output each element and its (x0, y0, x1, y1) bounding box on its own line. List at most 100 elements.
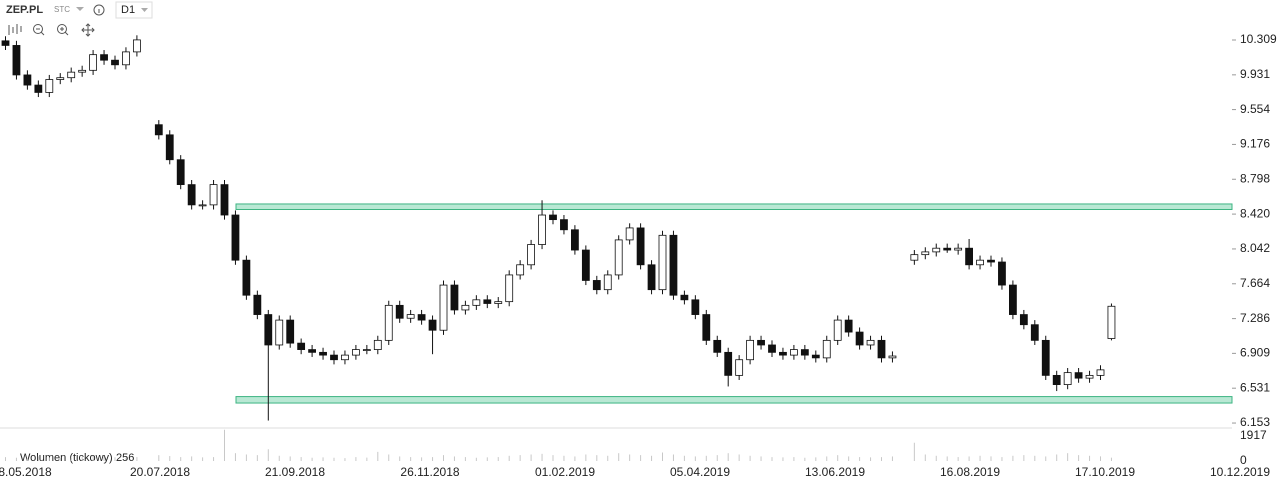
candle-body (67, 71, 76, 79)
candle-body (198, 204, 207, 207)
market: STC (54, 5, 70, 14)
candle-body (888, 355, 897, 359)
zone (235, 203, 1233, 210)
candle-body (921, 251, 930, 256)
candle-body (614, 239, 623, 276)
candle-body (790, 349, 798, 356)
candle-body (1041, 339, 1050, 376)
x-tick-label: 21.09.2018 (265, 465, 325, 479)
zoom-out-icon[interactable] (33, 24, 43, 34)
candle-body (132, 39, 141, 53)
candle-body (636, 227, 645, 266)
toolbar (8, 23, 95, 37)
candle-body (78, 69, 87, 73)
candle-body (494, 301, 503, 304)
candle-body (779, 351, 787, 356)
candle-body (833, 319, 842, 341)
candle-body (954, 247, 963, 251)
candle-body (461, 304, 470, 311)
candle-body (855, 331, 864, 346)
candle-body (231, 214, 240, 261)
x-tick-label: 01.02.2019 (535, 465, 595, 479)
candle-body (472, 299, 481, 306)
candle-body (658, 234, 667, 291)
candle-body (209, 184, 218, 206)
candle-body (275, 319, 284, 346)
candle-body (811, 354, 820, 359)
candle-body (154, 124, 163, 136)
candle-body (581, 249, 590, 281)
candle-body (176, 159, 185, 186)
candle-body (1019, 314, 1028, 326)
candle-body (647, 264, 656, 291)
candle-body (669, 234, 678, 296)
y-tick-label: 6.909 (1240, 346, 1270, 360)
x-tick-label: 16.08.2019 (940, 465, 1000, 479)
candle-body (844, 319, 853, 333)
dropdown-arrow[interactable] (76, 7, 84, 11)
candle-body (1085, 374, 1094, 379)
y-tick-label: 8.042 (1240, 241, 1270, 255)
pan-icon[interactable] (81, 23, 95, 37)
volume-tick-label: 0 (1240, 453, 1247, 467)
candle-body (122, 51, 130, 66)
candle-body (286, 319, 295, 344)
candle-body (450, 284, 459, 311)
candle-body (592, 280, 601, 291)
candle-body (516, 264, 525, 276)
candle-body (822, 339, 831, 359)
candle-body (549, 214, 557, 221)
x-tick-label: 10.12.2019 (1210, 465, 1270, 479)
candle-body (768, 344, 776, 353)
candle-body (910, 254, 919, 261)
zoom-in-icon[interactable] (57, 24, 67, 34)
candle-body (362, 349, 371, 351)
candle-body (12, 45, 21, 76)
candle-body (1009, 284, 1017, 315)
candle-body (406, 314, 415, 319)
interval-select[interactable] (115, 1, 153, 19)
candle-body (23, 74, 32, 86)
info-icon[interactable] (93, 4, 105, 16)
chart-type-icon[interactable] (8, 24, 22, 35)
candle-body (932, 247, 941, 253)
candle-body (724, 351, 733, 376)
candle-body (560, 219, 568, 231)
y-tick-label: 6.153 (1240, 415, 1270, 429)
candle-body (877, 339, 886, 359)
candle-body (428, 319, 437, 331)
candle-body (746, 339, 754, 361)
candle-body (264, 314, 273, 346)
y-tick-label: 6.531 (1240, 380, 1270, 394)
symbol[interactable]: ZEP.PL (6, 4, 43, 16)
candle-body (341, 354, 349, 361)
y-tick-label: 9.931 (1240, 67, 1270, 81)
x-tick-label: 26.11.2018 (400, 465, 459, 479)
candle-body (1063, 372, 1072, 386)
candle-body (998, 261, 1006, 286)
candle-body (187, 184, 196, 206)
candle-body (483, 299, 492, 304)
candle-body (395, 304, 404, 319)
candle-body (220, 184, 229, 216)
candle-body (308, 349, 317, 353)
candle-body (351, 349, 360, 356)
volume-value: 256 (116, 452, 134, 464)
candle-body (1107, 305, 1116, 339)
candle-body (571, 229, 579, 251)
candle-body (330, 354, 338, 361)
candle-body (100, 54, 108, 61)
candle-body (625, 227, 634, 241)
candle-body (800, 349, 809, 356)
candle-body (34, 84, 43, 93)
x-tick-label: 20.07.2018 (130, 465, 190, 479)
candle-body (691, 299, 700, 315)
y-tick-label: 9.554 (1240, 102, 1270, 116)
candle-body (680, 294, 689, 301)
volume-tick-label: 1917 (1240, 428, 1267, 442)
y-tick-label: 7.286 (1240, 311, 1270, 325)
candle-body (253, 294, 262, 315)
candle-body (417, 314, 426, 321)
candle-body (1052, 374, 1061, 386)
candle-body (1030, 324, 1039, 341)
